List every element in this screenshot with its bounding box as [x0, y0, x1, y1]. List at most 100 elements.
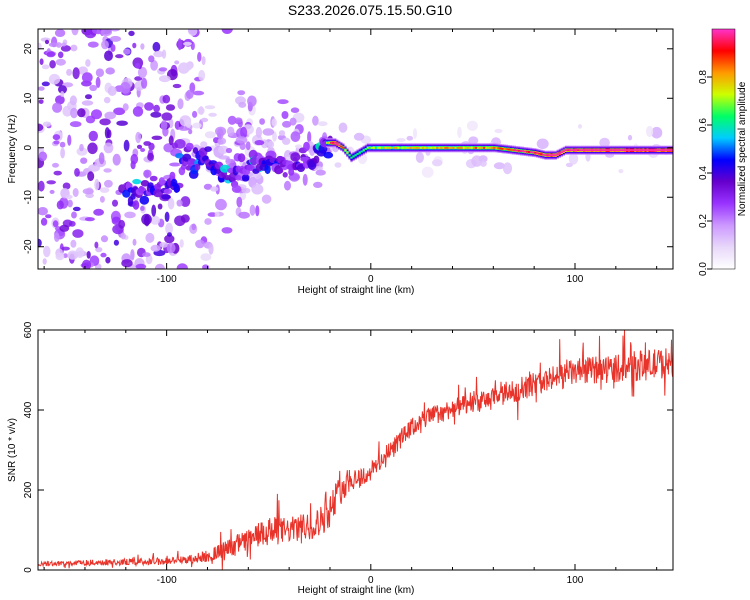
snr-panel: -100 0 100 0 200 400 600 Height of straight l… — [7, 321, 674, 596]
noise-blob — [113, 107, 126, 116]
noise-blob — [140, 43, 145, 50]
ridge-cell — [395, 146, 398, 149]
noise-blob — [236, 196, 243, 208]
noise-blob — [225, 147, 233, 154]
ridge-cell — [417, 146, 421, 149]
x-tick-label: 0 — [368, 575, 374, 586]
ridge-cell — [652, 149, 655, 152]
ridge-cell — [479, 146, 482, 149]
noise-blob — [313, 181, 323, 188]
noise-blob — [468, 136, 479, 145]
noise-blob — [52, 162, 59, 168]
ridge-cell — [523, 150, 527, 153]
ridge-cell — [515, 149, 519, 152]
ridge-blob — [290, 152, 301, 162]
noise-blob — [115, 54, 124, 59]
noise-blob — [93, 208, 104, 216]
ridge-cell — [372, 146, 376, 149]
noise-blob — [53, 140, 60, 145]
ridge-cell — [534, 151, 537, 154]
ridge-cell — [646, 149, 649, 152]
noise-blob — [44, 39, 50, 45]
ridge-cell — [613, 149, 617, 152]
noise-blob — [38, 180, 45, 192]
noise-blob — [77, 108, 86, 118]
noise-blob — [255, 126, 262, 138]
ridge-cell — [338, 144, 341, 147]
noise-blob — [98, 152, 105, 165]
ridge-blob — [175, 153, 184, 159]
ridge-cell — [548, 154, 551, 157]
ridge-cell — [536, 152, 539, 155]
noise-blob — [52, 134, 61, 141]
ridge-cell — [385, 146, 388, 149]
noise-blob — [618, 169, 624, 174]
noise-blob — [80, 157, 88, 164]
noise-blob — [192, 110, 198, 118]
ridge-cell — [597, 149, 600, 152]
colorbar-label: Normalized spectral amplitude — [737, 81, 748, 216]
noise-blob — [113, 239, 119, 246]
noise-blob — [150, 111, 162, 118]
noise-blob — [41, 64, 50, 70]
ridge-cell — [376, 146, 380, 149]
ridge-cell — [403, 146, 406, 149]
snr-series-line — [38, 330, 673, 570]
noise-blob — [225, 157, 231, 165]
noise-blob — [120, 232, 126, 240]
noise-blob — [42, 258, 47, 265]
noise-blob — [198, 69, 206, 82]
ridge-cell — [624, 149, 627, 152]
noise-blob — [179, 239, 184, 248]
noise-blob — [197, 106, 205, 115]
noise-blob — [204, 105, 216, 110]
ridge-cell — [591, 149, 594, 152]
ridge-cell — [564, 149, 568, 152]
spectrogram-y-label: Frequency (Hz) — [7, 115, 18, 184]
ridge-cell — [452, 146, 455, 149]
noise-blob — [466, 120, 478, 131]
ridge-cell — [501, 147, 504, 150]
noise-blob — [65, 194, 73, 199]
noise-blob — [104, 50, 113, 62]
colorbar-ticks: 0.0 0.2 0.4 0.6 0.8 — [698, 70, 712, 276]
noise-blob — [56, 42, 62, 48]
ridge-cell — [654, 149, 657, 152]
noise-blob — [88, 164, 100, 172]
noise-blob — [200, 117, 209, 123]
noise-blob — [81, 100, 94, 106]
noise-blob — [457, 126, 462, 139]
noise-blob — [132, 106, 144, 117]
ridge-cell — [634, 149, 637, 152]
ridge-blob — [173, 183, 180, 193]
noise-blob — [177, 98, 184, 110]
noise-blob — [94, 241, 99, 249]
noise-blob — [599, 137, 610, 148]
ridge-cell — [640, 149, 643, 152]
noise-blob — [94, 178, 100, 191]
noise-blob — [227, 115, 237, 125]
noise-blob — [49, 189, 55, 194]
noise-blob — [58, 85, 67, 94]
noise-blob — [651, 126, 663, 139]
noise-blob — [70, 107, 78, 119]
noise-blob — [151, 135, 163, 140]
ridge-cell — [507, 148, 510, 151]
noise-blob — [81, 259, 92, 269]
ridge-blob — [282, 172, 288, 178]
ridge-cell — [595, 149, 598, 152]
noise-blob — [277, 99, 289, 105]
ridge-cell — [444, 146, 447, 149]
ridge-cell — [503, 148, 506, 150]
noise-blob — [100, 29, 112, 37]
noise-blob — [144, 102, 154, 111]
ridge-cell — [521, 150, 525, 153]
noise-blob — [105, 67, 115, 75]
noise-blob — [46, 51, 56, 58]
noise-blob — [70, 44, 78, 52]
noise-blob — [278, 130, 286, 137]
ridge-cell — [440, 146, 443, 149]
noise-blob — [183, 62, 193, 71]
ridge-blob — [163, 188, 173, 195]
